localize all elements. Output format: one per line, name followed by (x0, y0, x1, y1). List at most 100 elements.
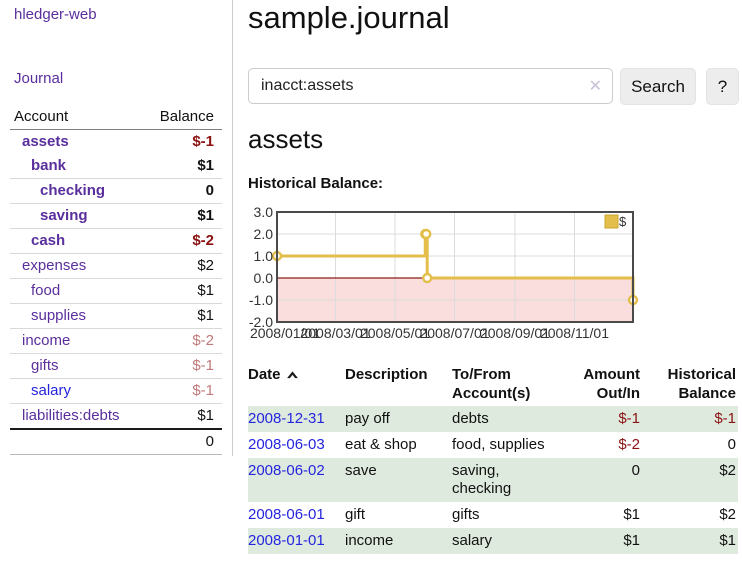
transaction-amount: $-1 (618, 410, 640, 427)
sidebar-item-journal[interactable]: Journal (14, 70, 64, 87)
transaction-description: pay off (345, 410, 390, 427)
account-row: expenses $2 (10, 253, 222, 279)
x-axis-tick: 2008/03/01 (300, 325, 371, 341)
sidebar-account-link[interactable]: liabilities:debts (22, 407, 120, 424)
transaction-accounts: debts (452, 410, 489, 427)
sidebar-account-link[interactable]: assets (22, 133, 69, 150)
search-wrap: ✕ (248, 68, 613, 104)
x-axis-tick: 2008/07/01 (419, 325, 490, 341)
register-body: 2008-12-31 pay off debts $-1 $-1 2008-06-03 ea… (248, 406, 738, 554)
transaction-date-link[interactable]: 2008-01-01 (248, 532, 325, 549)
col-header-balance: Historical Balance (667, 366, 736, 402)
x-axis-tick: 2008/11/01 (539, 325, 609, 341)
accounts-total-row: 0 (10, 428, 222, 455)
sort-asc-icon (286, 365, 299, 384)
transaction-balance: 0 (727, 436, 736, 453)
sidebar-account-balance: $1 (142, 303, 222, 329)
transaction-accounts: salary (452, 532, 493, 549)
accounts-header-account: Account (10, 104, 143, 130)
col-header-description: Description (345, 366, 428, 383)
sidebar-account-link[interactable]: food (31, 282, 61, 299)
col-header-date[interactable]: Date (248, 363, 345, 406)
sidebar-account-balance: $1 (142, 403, 222, 429)
accounts-header-balance: Balance (142, 104, 222, 130)
account-row: cash $-2 (10, 228, 222, 254)
account-row: food $1 (10, 278, 222, 304)
transaction-balance: $2 (719, 462, 736, 479)
sidebar-account-balance: 0 (142, 178, 222, 204)
y-axis-tick: -1.0 (248, 292, 273, 308)
transaction-description: gift (345, 506, 366, 523)
col-header-amount: Amount Out/In (583, 366, 640, 402)
accounts-total-value: 0 (142, 428, 222, 455)
transaction-date-link[interactable]: 2008-06-03 (248, 436, 325, 453)
register-table: Date Description To/From Account(s) Amou… (248, 363, 738, 554)
accounts-table: Account Balance assets $-1 bank $1 checking 0… (10, 104, 222, 455)
x-axis-tick: 2008/01/01 (249, 325, 321, 341)
sidebar-account-link[interactable]: supplies (31, 307, 87, 324)
transaction-amount: $-2 (618, 436, 640, 453)
account-row: liabilities:debts $1 (10, 403, 222, 429)
sidebar-account-balance: $1 (142, 203, 222, 229)
transaction-description: save (345, 462, 377, 479)
transaction-amount: 0 (631, 462, 640, 479)
help-button[interactable]: ? (706, 68, 739, 105)
transaction-amount: $1 (623, 532, 640, 549)
account-title: assets (248, 124, 324, 154)
y-axis-tick: 2.0 (253, 226, 273, 242)
transaction-row: 2008-06-03 eat & shop food, supplies $-2 0 (248, 432, 738, 458)
transaction-date-link[interactable]: 2008-06-01 (248, 506, 325, 523)
transaction-description: eat & shop (345, 436, 417, 453)
sidebar-account-balance: $-1 (142, 378, 222, 404)
x-axis-tick: 2008/05/01 (359, 325, 431, 341)
brand-link[interactable]: hledger-web (14, 6, 97, 23)
transaction-accounts: saving, checking (452, 462, 512, 497)
legend-swatch (604, 214, 619, 229)
search-button[interactable]: Search (620, 68, 696, 105)
accounts-header-row: Account Balance (10, 104, 222, 130)
sidebar-account-link[interactable]: bank (31, 157, 67, 174)
sidebar-account-balance: $-1 (192, 133, 214, 150)
search-row: ✕ Search ? (248, 68, 742, 105)
sidebar-account-balance: $1 (142, 278, 222, 304)
clear-search-icon[interactable]: ✕ (588, 78, 602, 95)
transaction-row: 2008-01-01 income salary $1 $1 (248, 528, 738, 554)
account-row: salary $-1 (10, 378, 222, 404)
sidebar-account-balance: $1 (197, 157, 214, 174)
y-axis-tick: 1.0 (253, 248, 273, 264)
x-axis-tick: 2008/09/01 (479, 325, 550, 341)
y-axis-tick: 0.0 (253, 270, 273, 286)
account-row: gifts $-1 (10, 353, 222, 379)
y-axis-tick: -2.0 (248, 314, 273, 330)
transaction-row: 2008-06-02 save saving, checking 0 $2 (248, 458, 738, 502)
col-header-date-label: Date (248, 366, 281, 383)
account-row: assets $-1 (10, 130, 222, 155)
accounts-body: assets $-1 bank $1 checking 0 saving $1 cash $-2 e… (10, 130, 222, 455)
y-axis-tick: 3.0 (253, 204, 273, 220)
sidebar-account-link[interactable]: cash (31, 232, 66, 249)
sidebar-account-link[interactable]: salary (31, 382, 72, 399)
account-row: income $-2 (10, 328, 222, 354)
transaction-description: income (345, 532, 394, 549)
sidebar-account-link[interactable]: expenses (22, 257, 87, 274)
transaction-accounts: food, supplies (452, 436, 545, 453)
sidebar-account-balance: $-2 (142, 328, 222, 354)
transaction-date-link[interactable]: 2008-12-31 (248, 410, 325, 427)
transaction-date-link[interactable]: 2008-06-02 (248, 462, 325, 479)
transaction-accounts: gifts (452, 506, 480, 523)
sidebar-account-balance: $2 (142, 253, 222, 279)
transaction-balance: $-1 (714, 410, 736, 427)
account-row: supplies $1 (10, 303, 222, 329)
transaction-row: 2008-12-31 pay off debts $-1 $-1 (248, 406, 738, 432)
search-input[interactable] (248, 68, 613, 104)
sidebar-account-link[interactable]: saving (40, 207, 88, 224)
sidebar-account-link[interactable]: income (22, 332, 71, 349)
main-content: sample.journal ✕ Search ? assets Histori… (248, 0, 742, 582)
sidebar-account-link[interactable]: checking (40, 182, 106, 199)
historical-balance-chart: $3.0 2.0 1.0 0.0 -1.0 -2.0 2008/01/01 2008/03/0… (248, 204, 742, 350)
sidebar-account-balance: $-2 (142, 228, 222, 254)
transaction-amount: $1 (623, 506, 640, 523)
account-row: bank $1 (10, 154, 222, 179)
sidebar-account-link[interactable]: gifts (31, 357, 59, 374)
chart-title: Historical Balance: (248, 175, 384, 192)
